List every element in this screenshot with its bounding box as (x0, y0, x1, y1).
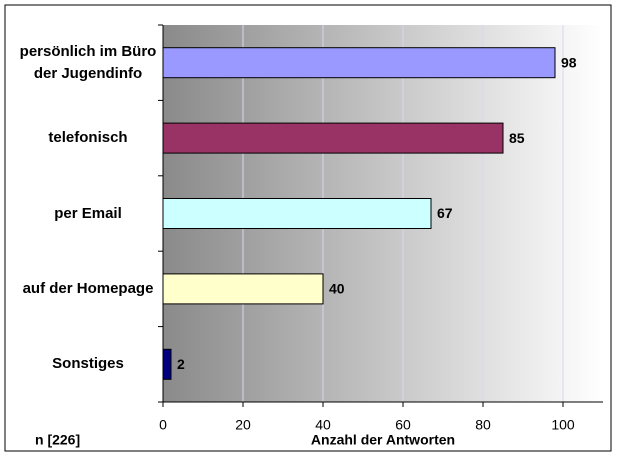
bar (162, 273, 324, 305)
category-label: telefonisch (48, 129, 128, 147)
bar (162, 348, 172, 380)
category-label: Sonstiges (52, 355, 124, 373)
x-tick-label: 20 (235, 417, 251, 433)
data-label: 85 (509, 130, 525, 146)
x-tick-label: 40 (315, 417, 331, 433)
x-tick-label: 100 (551, 417, 575, 433)
data-label: 2 (177, 356, 185, 372)
category-label: persönlich im Büro der Jugendinfo (19, 42, 157, 82)
data-label: 98 (561, 54, 577, 70)
data-label: 40 (329, 281, 345, 297)
bar (162, 47, 556, 79)
data-label: 67 (437, 205, 453, 221)
x-tick-label: 60 (395, 417, 411, 433)
category-label: per Email (54, 204, 122, 222)
x-axis-label: Anzahl der Antworten (311, 432, 455, 448)
x-tick-label: 80 (475, 417, 491, 433)
bar (162, 122, 504, 154)
x-tick-label: 0 (159, 417, 167, 433)
bar (162, 198, 432, 229)
category-label: auf der Homepage (22, 279, 154, 297)
annotation: n [226] (35, 432, 80, 448)
